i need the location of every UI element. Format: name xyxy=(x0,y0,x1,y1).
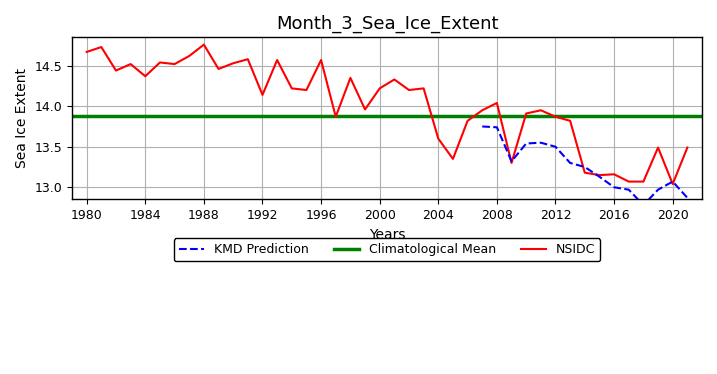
X-axis label: Years: Years xyxy=(369,228,405,242)
Title: Month_3_Sea_Ice_Extent: Month_3_Sea_Ice_Extent xyxy=(276,15,498,33)
Y-axis label: Sea Ice Extent: Sea Ice Extent xyxy=(15,68,29,168)
Legend: KMD Prediction, Climatological Mean, NSIDC: KMD Prediction, Climatological Mean, NSI… xyxy=(174,238,600,261)
